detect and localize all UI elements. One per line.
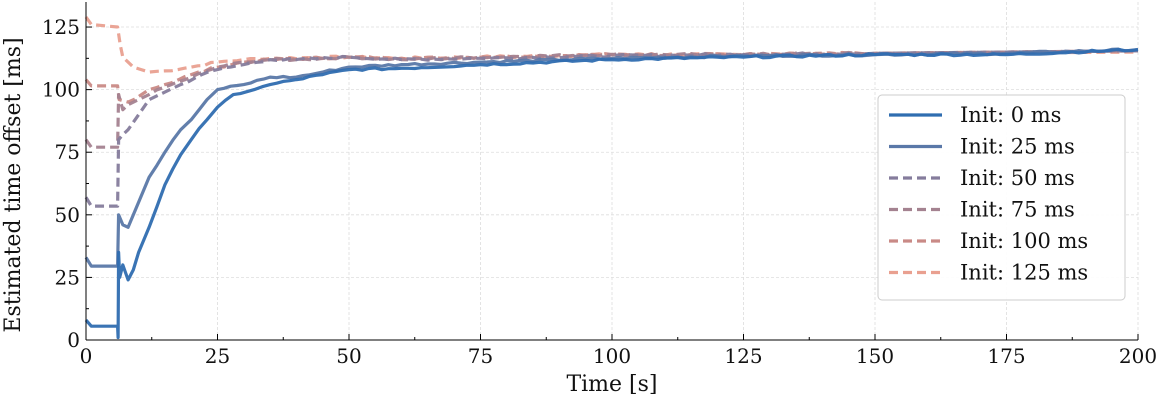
y-tick-label: 25 [55, 265, 80, 289]
legend-label: Init: 0 ms [960, 103, 1061, 127]
x-tick-label: 75 [468, 344, 493, 368]
legend-label: Init: 25 ms [960, 135, 1075, 159]
legend-label: Init: 50 ms [960, 166, 1075, 190]
x-tick-label: 25 [205, 344, 230, 368]
y-tick-label: 50 [55, 203, 80, 227]
series-line [84, 47, 1139, 340]
x-tick-label: 50 [336, 344, 361, 368]
legend-label: Init: 75 ms [960, 198, 1075, 222]
x-tick-label: 175 [987, 344, 1025, 368]
legend-label: Init: 125 ms [960, 261, 1088, 285]
x-tick-label: 0 [80, 344, 93, 368]
axes: 0 25 50 75 100 125 150 175 200 0 25 50 75 100 125 [42, 2, 1157, 368]
y-tick-label: 75 [55, 140, 80, 164]
y-tick-label: 0 [67, 328, 80, 352]
x-axis-label: Time [s] [566, 372, 657, 397]
y-axis-label: Estimated time offset [ms] [1, 37, 26, 332]
legend-label: Init: 100 ms [960, 229, 1088, 253]
series-lines [84, 16, 1139, 340]
y-tick-label: 125 [42, 15, 80, 39]
x-tick-label: 200 [1119, 344, 1157, 368]
x-tick-label: 100 [593, 344, 631, 368]
series-line [84, 49, 1139, 149]
y-tick-label: 100 [42, 78, 80, 102]
x-tick-label: 150 [856, 344, 894, 368]
legend: Init: 0 ms Init: 25 ms Init: 50 ms Init: 75… [877, 94, 1126, 301]
x-tick-label: 125 [724, 344, 762, 368]
series-line [84, 49, 1139, 208]
